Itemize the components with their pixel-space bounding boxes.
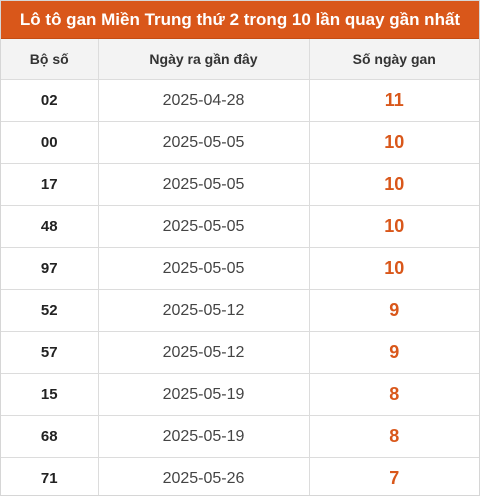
lotto-gan-table: Bộ số Ngày ra gần đây Số ngày gan 02 202… bbox=[1, 39, 479, 495]
gan-days: 10 bbox=[309, 247, 479, 290]
last-appearance-date: 2025-05-12 bbox=[98, 331, 310, 374]
gan-days: 10 bbox=[309, 121, 479, 164]
gan-days: 11 bbox=[309, 79, 479, 122]
gan-days: 9 bbox=[309, 331, 479, 374]
lotto-number: 00 bbox=[1, 121, 99, 164]
last-appearance-date: 2025-05-12 bbox=[98, 289, 310, 332]
gan-days: 10 bbox=[309, 205, 479, 248]
table-row: 00 2025-05-05 10 bbox=[1, 121, 479, 164]
last-appearance-date: 2025-05-05 bbox=[98, 163, 310, 206]
last-appearance-date: 2025-05-19 bbox=[98, 373, 310, 416]
table-row: 97 2025-05-05 10 bbox=[1, 247, 479, 290]
last-appearance-date: 2025-05-19 bbox=[98, 415, 310, 458]
lotto-number: 97 bbox=[1, 247, 99, 290]
lotto-number: 57 bbox=[1, 331, 99, 374]
last-appearance-date: 2025-05-26 bbox=[98, 457, 310, 495]
column-header-date: Ngày ra gần đây bbox=[98, 39, 310, 80]
lotto-number: 52 bbox=[1, 289, 99, 332]
lotto-number: 68 bbox=[1, 415, 99, 458]
table-row: 71 2025-05-26 7 bbox=[1, 457, 479, 495]
table-row: 17 2025-05-05 10 bbox=[1, 163, 479, 206]
lotto-number: 71 bbox=[1, 457, 99, 495]
table-row: 52 2025-05-12 9 bbox=[1, 289, 479, 332]
table-header-row: Bộ số Ngày ra gần đây Số ngày gan bbox=[1, 39, 479, 80]
lotto-number: 02 bbox=[1, 79, 99, 122]
last-appearance-date: 2025-04-28 bbox=[98, 79, 310, 122]
column-header-days: Số ngày gan bbox=[309, 39, 479, 80]
last-appearance-date: 2025-05-05 bbox=[98, 247, 310, 290]
gan-days: 7 bbox=[389, 468, 400, 488]
last-appearance-date: 2025-05-05 bbox=[98, 121, 310, 164]
last-appearance-date: 2025-05-05 bbox=[98, 205, 310, 248]
gan-days: 8 bbox=[309, 415, 479, 458]
table-body: 02 2025-04-28 11 00 2025-05-05 10 17 202… bbox=[1, 79, 479, 495]
widget-title: Lô tô gan Miền Trung thứ 2 trong 10 lần … bbox=[1, 1, 479, 39]
gan-days: 9 bbox=[309, 289, 479, 332]
table-row: 57 2025-05-12 9 bbox=[1, 331, 479, 374]
lotto-number: 48 bbox=[1, 205, 99, 248]
gan-days: 8 bbox=[309, 373, 479, 416]
table-row: 15 2025-05-19 8 bbox=[1, 373, 479, 416]
gan-days: 10 bbox=[309, 163, 479, 206]
table-row: 02 2025-04-28 11 bbox=[1, 79, 479, 122]
table-row: 68 2025-05-19 8 bbox=[1, 415, 479, 458]
table-row: 48 2025-05-05 10 bbox=[1, 205, 479, 248]
lotto-number: 17 bbox=[1, 163, 99, 206]
column-header-number: Bộ số bbox=[1, 39, 99, 80]
lotto-number: 15 bbox=[1, 373, 99, 416]
